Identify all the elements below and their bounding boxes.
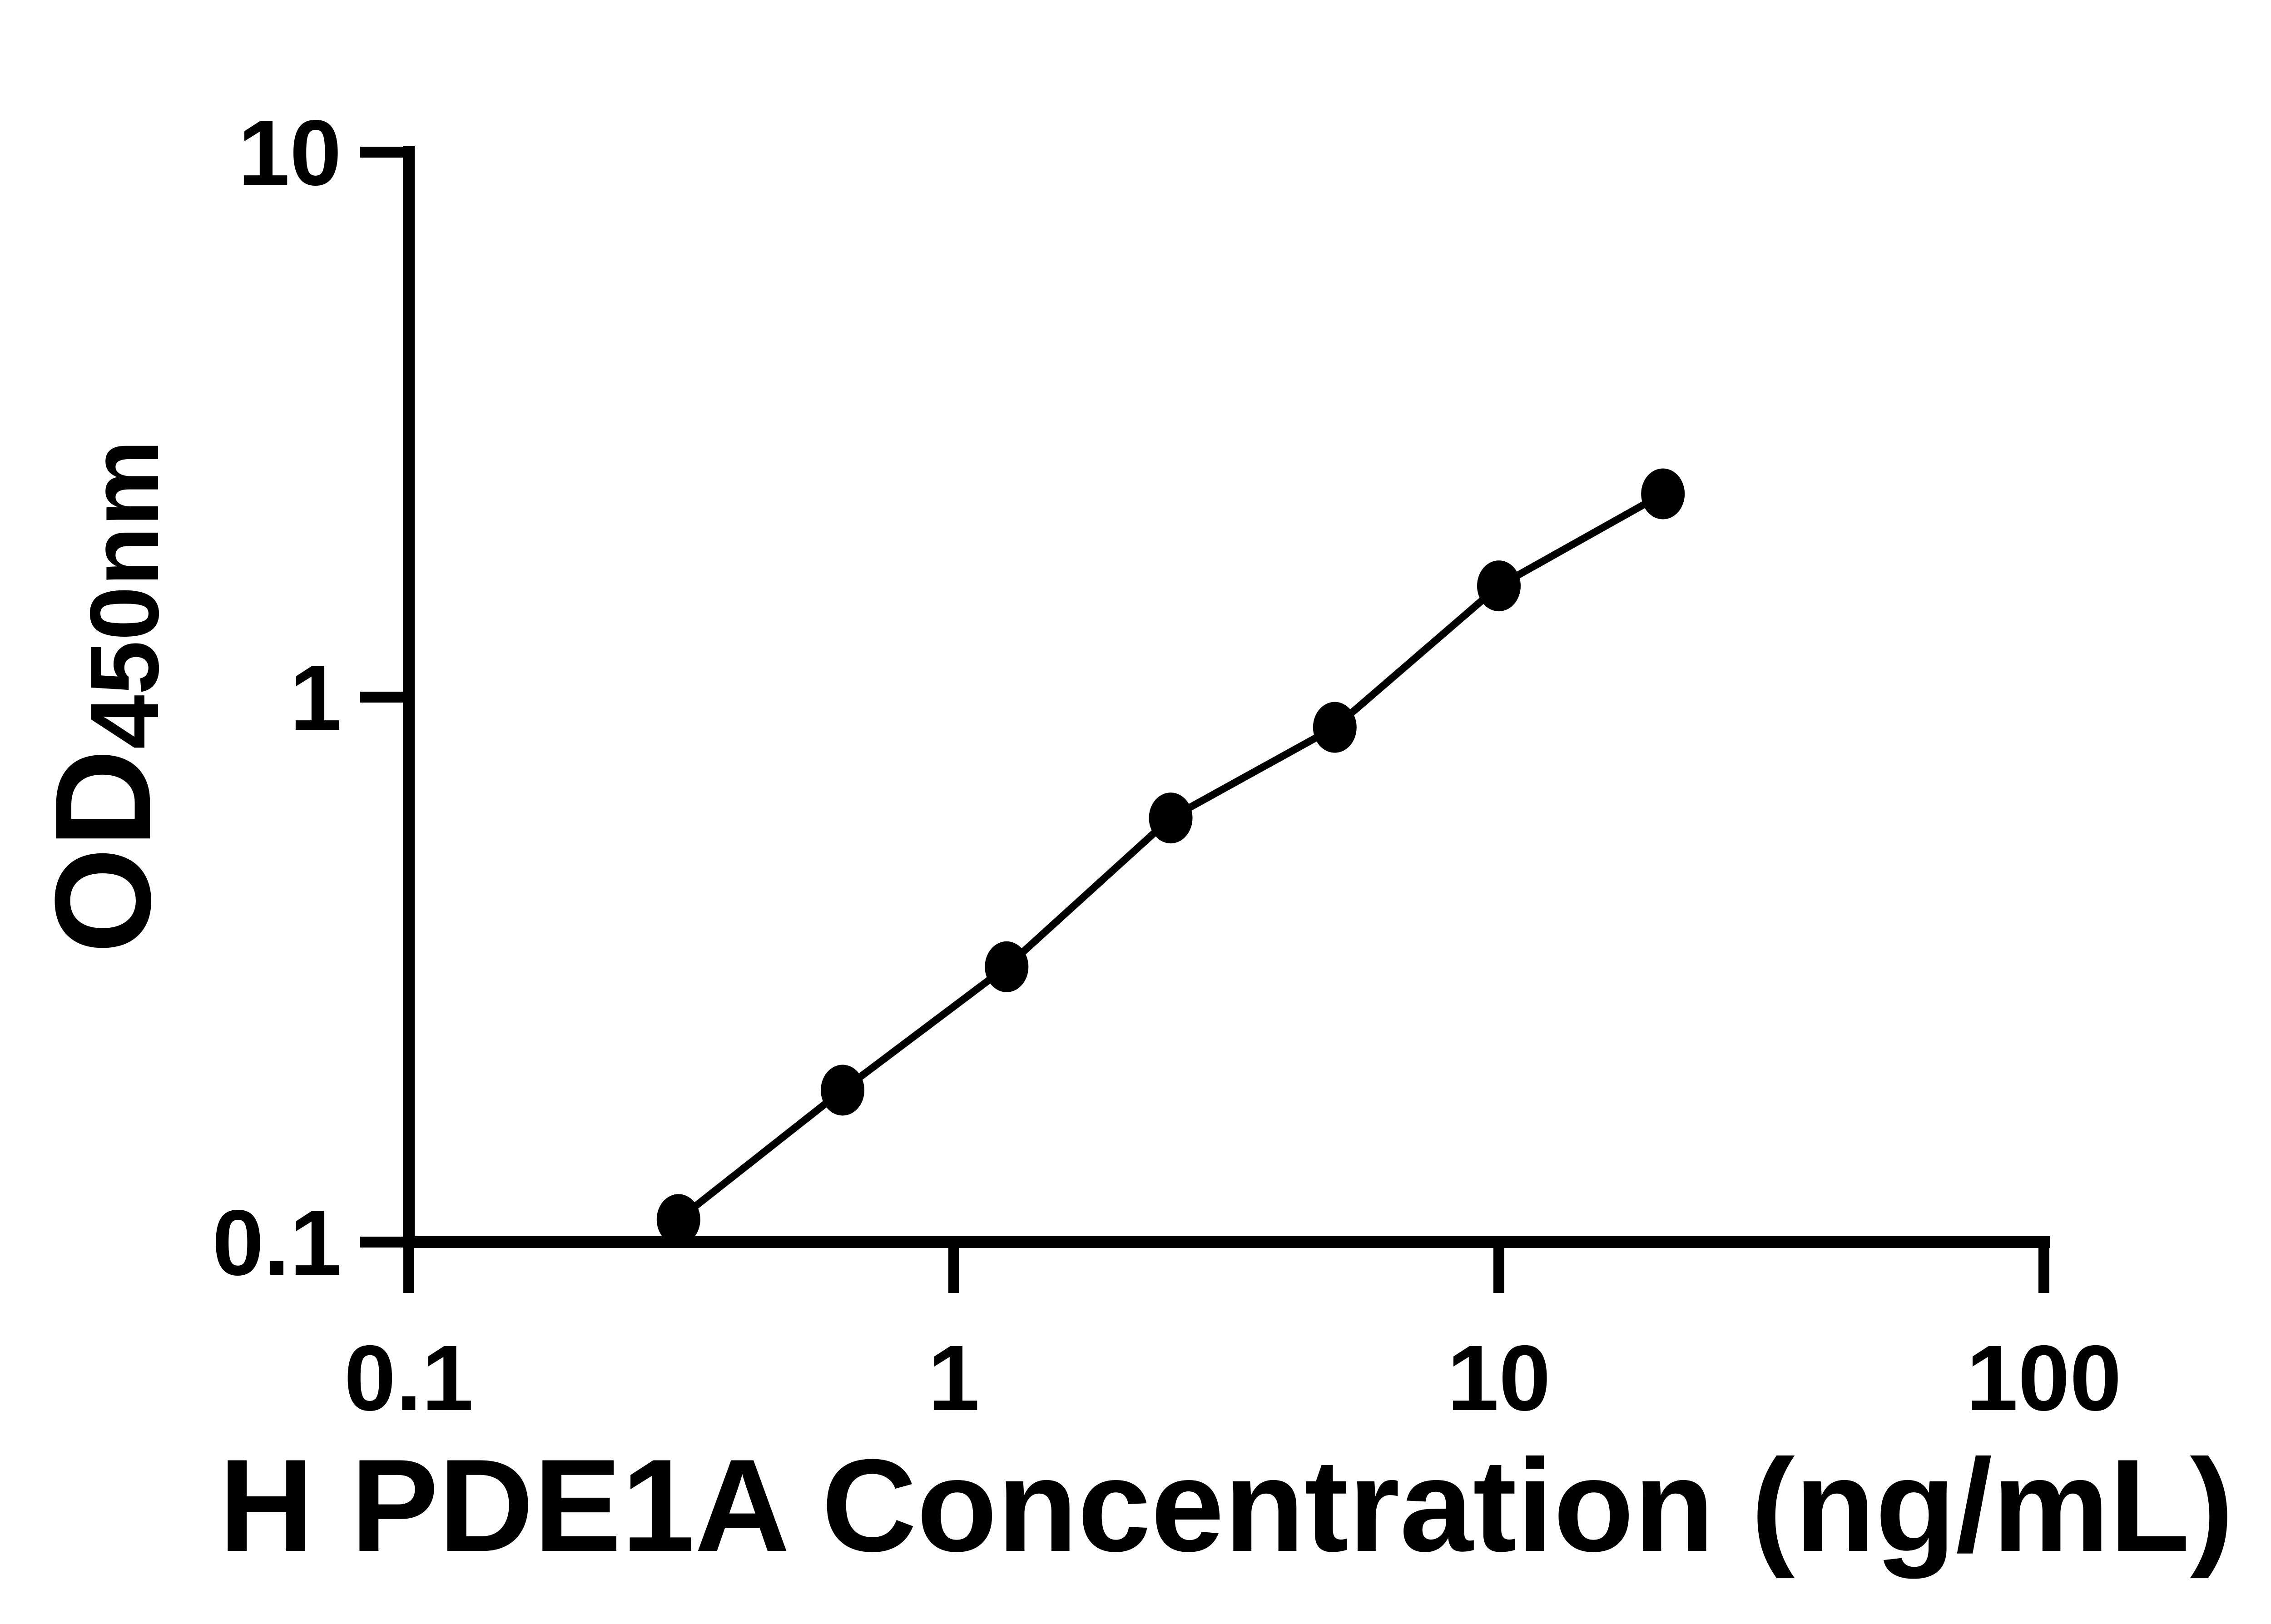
y-axis-title-main: OD: [26, 749, 179, 954]
x-tick-label: 10: [1447, 1326, 1551, 1430]
data-point: [1477, 560, 1521, 612]
data-point: [1641, 468, 1685, 520]
y-axis-ticks: 0.1 1 10: [212, 101, 409, 1295]
data-point: [821, 1065, 865, 1116]
data-points: [656, 468, 1685, 1245]
x-tick-label: 100: [1966, 1326, 2122, 1430]
x-tick-label: 1: [928, 1326, 980, 1430]
data-point: [985, 941, 1029, 992]
standard-curve-line: [676, 490, 1665, 1223]
y-tick-label: 0.1: [212, 1191, 342, 1295]
y-tick-label: 10: [238, 101, 342, 205]
data-point: [1149, 792, 1193, 844]
x-tick-label: 0.1: [344, 1326, 474, 1430]
y-axis-title: OD450nm: [26, 440, 179, 953]
data-point: [656, 1194, 700, 1245]
x-axis-title: H PDE1A Concentration (ng/mL): [219, 1432, 2234, 1579]
y-axis-title-subscript: 450nm: [69, 440, 179, 749]
y-tick-label: 1: [290, 646, 342, 750]
data-point: [1313, 702, 1357, 753]
x-axis-ticks: 0.1 1 10 100: [344, 1242, 2122, 1430]
